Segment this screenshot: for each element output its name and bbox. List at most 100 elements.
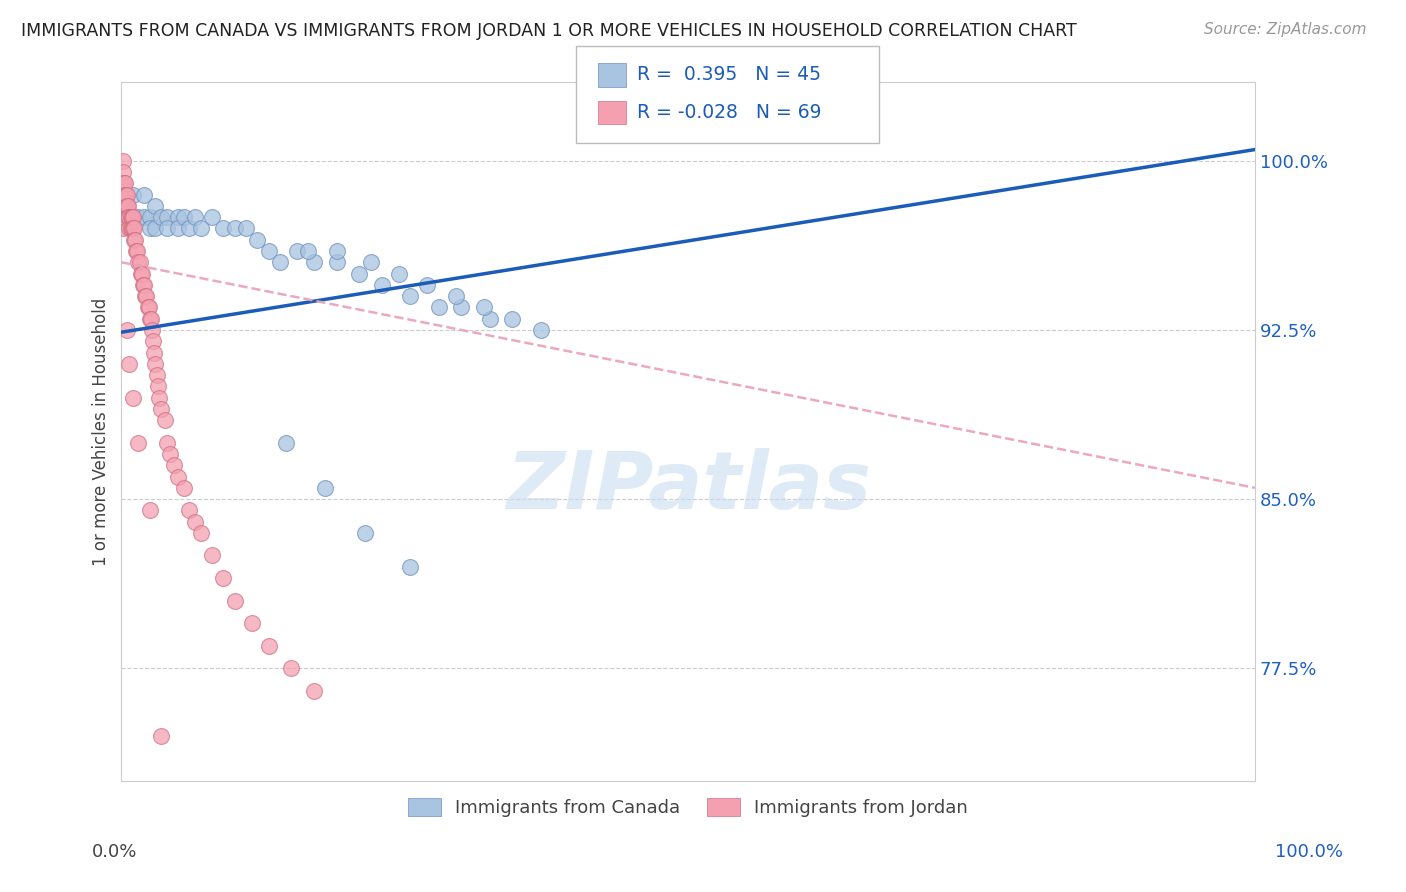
Point bbox=[132, 277, 155, 292]
Point bbox=[115, 211, 138, 225]
Point bbox=[173, 481, 195, 495]
Point bbox=[145, 357, 167, 371]
Point bbox=[150, 729, 173, 743]
Point bbox=[128, 255, 150, 269]
Point bbox=[122, 221, 145, 235]
Point bbox=[120, 211, 142, 225]
Point bbox=[132, 211, 155, 225]
Legend: Immigrants from Canada, Immigrants from Jordan: Immigrants from Canada, Immigrants from … bbox=[401, 790, 976, 824]
Point bbox=[139, 311, 162, 326]
Point bbox=[179, 221, 201, 235]
Point bbox=[269, 255, 291, 269]
Text: R = -0.028   N = 69: R = -0.028 N = 69 bbox=[637, 103, 821, 122]
Text: 0.0%: 0.0% bbox=[91, 843, 136, 861]
Text: 100.0%: 100.0% bbox=[1275, 843, 1343, 861]
Point bbox=[472, 301, 495, 315]
Point bbox=[139, 311, 162, 326]
Point bbox=[115, 323, 138, 337]
Point bbox=[132, 277, 155, 292]
Point bbox=[111, 177, 134, 191]
Point bbox=[302, 683, 325, 698]
Point bbox=[153, 413, 176, 427]
Point bbox=[117, 199, 139, 213]
Point bbox=[212, 221, 235, 235]
Point bbox=[112, 199, 135, 213]
Point bbox=[115, 199, 138, 213]
Point bbox=[121, 211, 143, 225]
Point bbox=[118, 357, 141, 371]
Point bbox=[257, 244, 280, 258]
Point bbox=[150, 401, 173, 416]
Point bbox=[132, 187, 155, 202]
Point bbox=[118, 221, 141, 235]
Point bbox=[111, 153, 134, 168]
Point bbox=[127, 211, 149, 225]
Point bbox=[162, 458, 184, 473]
Point bbox=[145, 221, 167, 235]
Point bbox=[115, 199, 138, 213]
Text: Source: ZipAtlas.com: Source: ZipAtlas.com bbox=[1204, 22, 1367, 37]
Point bbox=[399, 289, 422, 303]
Point bbox=[399, 559, 422, 574]
Text: IMMIGRANTS FROM CANADA VS IMMIGRANTS FROM JORDAN 1 OR MORE VEHICLES IN HOUSEHOLD: IMMIGRANTS FROM CANADA VS IMMIGRANTS FRO… bbox=[21, 22, 1077, 40]
Point bbox=[118, 211, 141, 225]
Point bbox=[349, 267, 371, 281]
Point bbox=[212, 571, 235, 585]
Point bbox=[127, 255, 149, 269]
Point bbox=[121, 211, 143, 225]
Point bbox=[121, 187, 143, 202]
Point bbox=[121, 221, 143, 235]
Point bbox=[184, 515, 207, 529]
Point bbox=[297, 244, 319, 258]
Point bbox=[190, 221, 212, 235]
Point bbox=[326, 244, 349, 258]
Point bbox=[257, 639, 280, 653]
Point bbox=[224, 593, 246, 607]
Point bbox=[134, 289, 156, 303]
Point bbox=[184, 211, 207, 225]
Point bbox=[190, 525, 212, 540]
Point bbox=[112, 177, 135, 191]
Point bbox=[143, 345, 166, 359]
Point bbox=[115, 187, 138, 202]
Point bbox=[246, 233, 269, 247]
Point bbox=[136, 301, 159, 315]
Point bbox=[478, 311, 501, 326]
Point bbox=[274, 435, 297, 450]
Point bbox=[111, 187, 134, 202]
Point bbox=[159, 447, 181, 461]
Point bbox=[139, 503, 162, 517]
Point bbox=[112, 211, 135, 225]
Point bbox=[156, 435, 179, 450]
Point bbox=[141, 323, 163, 337]
Point bbox=[224, 221, 246, 235]
Point bbox=[125, 244, 148, 258]
Point bbox=[112, 187, 135, 202]
Point bbox=[280, 661, 302, 675]
Text: R =  0.395   N = 45: R = 0.395 N = 45 bbox=[637, 65, 821, 85]
Point bbox=[388, 267, 411, 281]
Point bbox=[416, 277, 439, 292]
Point bbox=[302, 255, 325, 269]
Point bbox=[142, 334, 165, 349]
Point bbox=[121, 221, 143, 235]
Point bbox=[122, 233, 145, 247]
Point bbox=[314, 481, 336, 495]
Point bbox=[145, 368, 167, 382]
Point bbox=[371, 277, 394, 292]
Point bbox=[235, 221, 257, 235]
Point bbox=[167, 469, 190, 483]
Point bbox=[111, 221, 134, 235]
Y-axis label: 1 or more Vehicles in Household: 1 or more Vehicles in Household bbox=[93, 297, 110, 566]
Point bbox=[450, 301, 472, 315]
Point bbox=[114, 187, 136, 202]
Point bbox=[115, 187, 138, 202]
Point bbox=[139, 211, 162, 225]
Point bbox=[121, 391, 143, 405]
Point bbox=[501, 311, 523, 326]
Point bbox=[135, 289, 157, 303]
Point bbox=[173, 211, 195, 225]
Point bbox=[111, 165, 134, 179]
Point bbox=[114, 177, 136, 191]
Point bbox=[427, 301, 450, 315]
